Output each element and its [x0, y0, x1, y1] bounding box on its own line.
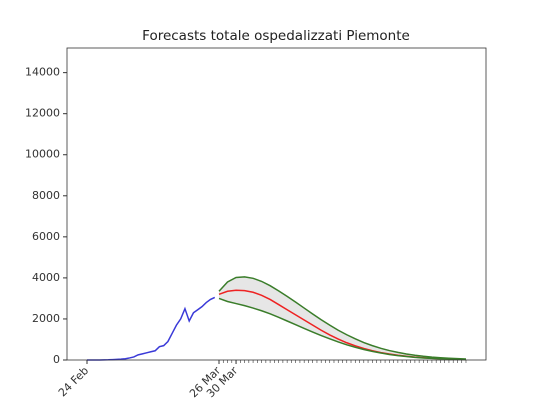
y-tick-label: 12000 — [25, 107, 60, 120]
confidence-band — [219, 276, 466, 360]
y-tick-label: 4000 — [32, 271, 60, 284]
y-tick-label: 10000 — [25, 148, 60, 161]
y-tick-label: 6000 — [32, 230, 60, 243]
y-tick-label: 8000 — [32, 189, 60, 202]
y-tick-label: 2000 — [32, 312, 60, 325]
y-tick-label: 14000 — [25, 66, 60, 79]
plot-frame — [66, 47, 487, 361]
series-line — [218, 297, 467, 361]
series-line — [218, 276, 467, 360]
chart-title: Forecasts totale ospedalizzati Piemonte — [142, 28, 410, 44]
y-tick-label: 0 — [53, 353, 60, 366]
